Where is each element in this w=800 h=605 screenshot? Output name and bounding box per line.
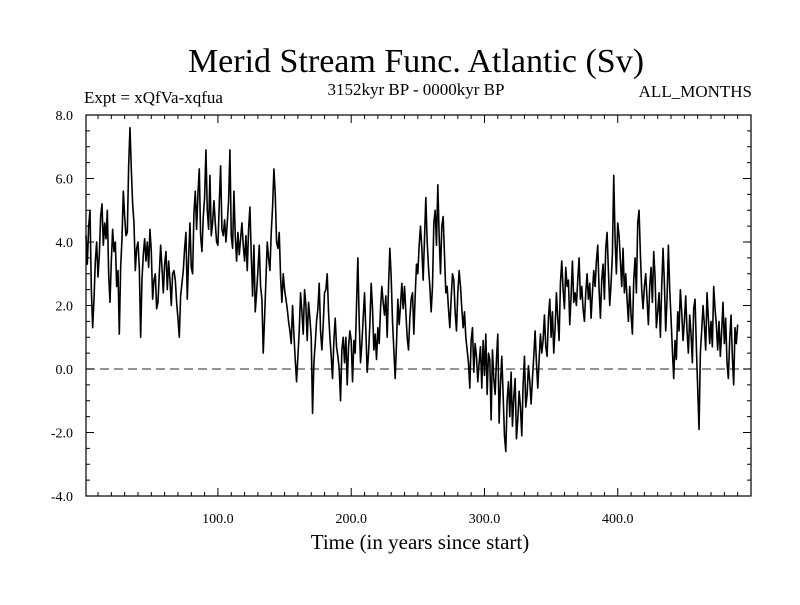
subtitle-months: ALL_MONTHS (639, 82, 752, 101)
x-tick-label: 300.0 (469, 512, 501, 527)
x-tick-label: 100.0 (202, 512, 234, 527)
y-tick-label: 6.0 (56, 173, 74, 188)
y-tick-label: -2.0 (51, 427, 73, 442)
y-tick-label: -4.0 (51, 490, 73, 505)
y-tick-label: 2.0 (56, 300, 74, 315)
x-tick-label: 400.0 (602, 512, 634, 527)
chart-title: Merid Stream Func. Atlantic (Sv) (188, 43, 644, 80)
y-tick-label: 0.0 (56, 363, 74, 378)
x-tick-label: 200.0 (335, 512, 367, 527)
plot-frame (85, 114, 752, 497)
subtitle-time-range: 3152kyr BP - 0000kyr BP (328, 80, 505, 99)
y-tick-label: 4.0 (56, 236, 74, 251)
x-axis-label: Time (in years since start) (311, 530, 530, 554)
plot-area: 100.0 200.0 300.0 400.0 -4.0 -2.0 0.0 2.0 4.0 6.0… (51, 109, 752, 527)
series-line-0 (85, 126, 739, 453)
subtitle-experiment: Expt = xQfVa-xqfua (84, 88, 223, 107)
y-tick-label: 8.0 (56, 109, 74, 124)
